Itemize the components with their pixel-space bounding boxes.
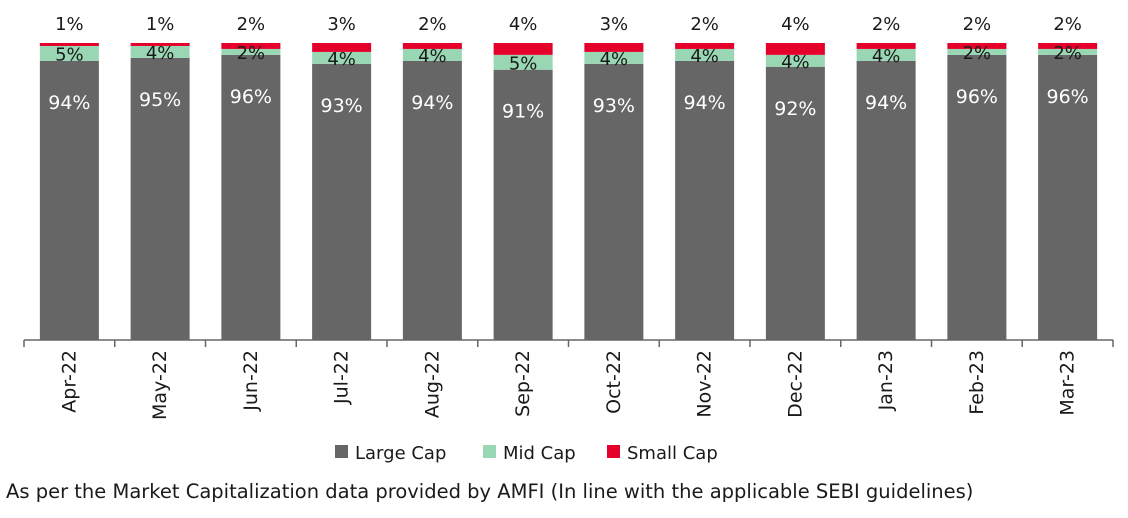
data-label-small-cap: 2% (237, 14, 266, 35)
bar-small-cap-9 (856, 43, 916, 49)
data-label-large-cap: 96% (230, 86, 272, 108)
data-label-mid-cap: 4% (600, 49, 629, 70)
data-label-mid-cap: 4% (872, 46, 901, 67)
x-tick-label: Oct-22 (603, 350, 625, 414)
x-tick-label: Jun-22 (240, 350, 262, 412)
x-tick-label: Jul-22 (331, 350, 353, 405)
bar-large-cap-10 (947, 54, 1007, 340)
bar-mid-cap-0 (39, 45, 99, 61)
bar-mid-cap-11 (1038, 48, 1098, 55)
bar-mid-cap-3 (312, 51, 372, 64)
legend-swatch-mid-cap (483, 445, 496, 458)
bar-small-cap-3 (312, 43, 372, 52)
bar-small-cap-1 (130, 43, 190, 46)
data-label-small-cap: 3% (600, 14, 629, 35)
legend-label-mid-cap: Mid Cap (503, 443, 576, 464)
bar-mid-cap-10 (947, 48, 1007, 55)
data-label-mid-cap: 5% (509, 53, 538, 74)
legend-swatch-small-cap (607, 445, 620, 458)
data-label-mid-cap: 4% (690, 46, 719, 67)
data-label-mid-cap: 2% (237, 43, 266, 64)
data-label-large-cap: 94% (865, 92, 907, 114)
bar-small-cap-5 (493, 43, 553, 55)
bar-small-cap-0 (39, 43, 99, 46)
data-label-large-cap: 94% (411, 92, 453, 114)
x-tick-label: Jan-23 (875, 350, 897, 411)
bar-small-cap-11 (1038, 43, 1098, 49)
bar-large-cap-11 (1038, 54, 1098, 340)
legend-label-small-cap: Small Cap (627, 443, 718, 464)
bar-small-cap-6 (584, 43, 644, 52)
bar-mid-cap-4 (402, 48, 462, 61)
bar-large-cap-0 (39, 60, 99, 340)
bar-mid-cap-6 (584, 51, 644, 64)
bar-mid-cap-8 (765, 54, 825, 67)
bar-large-cap-5 (493, 69, 553, 340)
bar-mid-cap-7 (675, 48, 735, 61)
data-label-large-cap: 96% (1047, 86, 1089, 108)
bar-large-cap-4 (402, 60, 462, 340)
data-label-mid-cap: 4% (781, 52, 810, 73)
data-label-small-cap: 2% (418, 14, 447, 35)
data-label-large-cap: 95% (139, 89, 181, 111)
bar-small-cap-10 (947, 43, 1007, 49)
data-label-mid-cap: 2% (1053, 43, 1082, 64)
data-label-small-cap: 3% (327, 14, 356, 35)
data-label-large-cap: 94% (684, 92, 726, 114)
data-label-large-cap: 93% (593, 95, 635, 117)
x-tick-label: Nov-22 (694, 350, 716, 418)
data-label-mid-cap: 2% (963, 43, 992, 64)
data-label-small-cap: 2% (963, 14, 992, 35)
x-tick-label: Mar-23 (1057, 350, 1079, 416)
x-tick-label: Sep-22 (512, 350, 534, 417)
legend-label-large-cap: Large Cap (355, 443, 446, 464)
data-label-large-cap: 93% (321, 95, 363, 117)
bar-small-cap-2 (221, 43, 281, 49)
data-label-mid-cap: 5% (55, 44, 84, 65)
bar-mid-cap-5 (493, 54, 553, 70)
data-label-small-cap: 2% (872, 14, 901, 35)
legend-swatch-large-cap (335, 445, 348, 458)
data-label-mid-cap: 4% (327, 49, 356, 70)
x-tick-label: Dec-22 (784, 350, 806, 418)
data-label-small-cap: 4% (509, 14, 538, 35)
data-label-small-cap: 1% (55, 14, 84, 35)
bar-small-cap-4 (402, 43, 462, 49)
x-tick-label: Feb-23 (966, 350, 988, 415)
bar-mid-cap-9 (856, 48, 916, 61)
bar-large-cap-3 (312, 63, 372, 340)
data-label-large-cap: 96% (956, 86, 998, 108)
x-tick-label: Aug-22 (421, 350, 443, 418)
data-label-mid-cap: 4% (146, 43, 175, 64)
bar-large-cap-7 (675, 60, 735, 340)
data-label-small-cap: 4% (781, 14, 810, 35)
bar-large-cap-1 (130, 57, 190, 340)
data-label-small-cap: 1% (146, 14, 175, 35)
data-label-small-cap: 2% (1053, 14, 1082, 35)
data-label-large-cap: 92% (774, 98, 816, 120)
bar-mid-cap-2 (221, 48, 281, 55)
data-label-large-cap: 91% (502, 101, 544, 123)
bar-small-cap-7 (675, 43, 735, 49)
source-footnote: As per the Market Capitalization data pr… (6, 480, 974, 503)
bar-large-cap-6 (584, 63, 644, 340)
bar-large-cap-9 (856, 60, 916, 340)
data-label-small-cap: 2% (690, 14, 719, 35)
bar-large-cap-2 (221, 54, 281, 340)
stacked-bar-chart: 94% 5% 1% Apr-22 95% 4% 1% May-22 96% 2% 2% Jun-22 9… (23, 14, 1114, 464)
x-tick-label: May-22 (149, 350, 171, 420)
data-label-mid-cap: 4% (418, 46, 447, 67)
bar-mid-cap-1 (130, 45, 190, 58)
data-label-large-cap: 94% (48, 92, 90, 114)
bar-small-cap-8 (765, 43, 825, 55)
x-tick-label: Apr-22 (58, 350, 80, 413)
bar-large-cap-8 (765, 66, 825, 340)
